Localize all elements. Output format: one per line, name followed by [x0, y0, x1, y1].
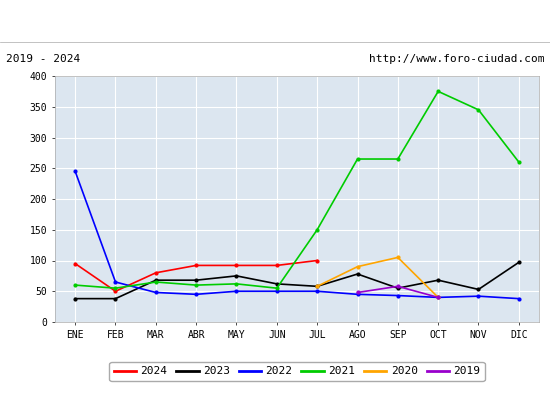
Text: http://www.foro-ciudad.com: http://www.foro-ciudad.com	[369, 54, 544, 64]
Legend: 2024, 2023, 2022, 2021, 2020, 2019: 2024, 2023, 2022, 2021, 2020, 2019	[109, 362, 485, 381]
Text: Evolucion Nº Turistas Extranjeros en el municipio de Torrecilla de la Orden: Evolucion Nº Turistas Extranjeros en el …	[0, 14, 550, 28]
Text: 2019 - 2024: 2019 - 2024	[6, 54, 80, 64]
